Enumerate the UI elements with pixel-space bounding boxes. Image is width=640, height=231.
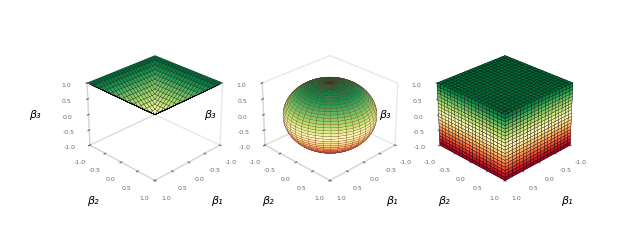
- Y-axis label: β₂: β₂: [88, 196, 99, 207]
- X-axis label: β₁: β₁: [211, 196, 223, 207]
- Y-axis label: β₂: β₂: [438, 196, 449, 207]
- X-axis label: β₁: β₁: [561, 196, 573, 207]
- X-axis label: β₁: β₁: [386, 196, 397, 207]
- Y-axis label: β₂: β₂: [262, 196, 274, 207]
